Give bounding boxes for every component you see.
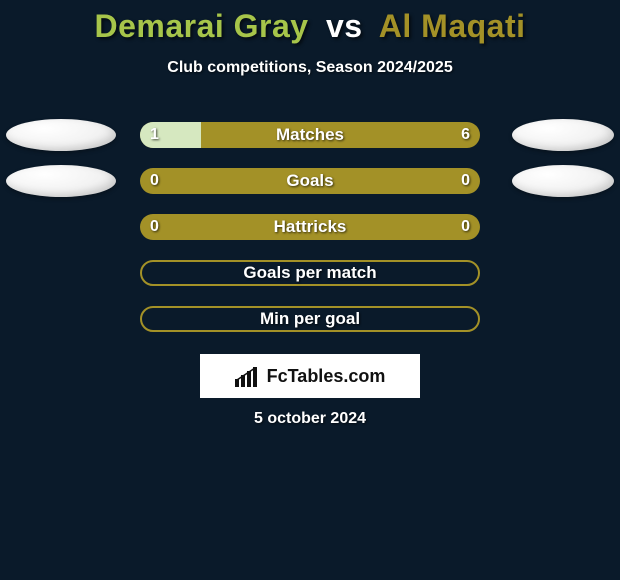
metric-label: Goals — [0, 168, 620, 194]
bars-icon — [235, 365, 261, 387]
stat-row: 16Matches — [0, 122, 620, 148]
vs-label: vs — [326, 8, 363, 44]
stat-row: Min per goal — [0, 306, 620, 332]
stat-row: 00Goals — [0, 168, 620, 194]
stat-rows: 16Matches 00Goals 00Hattricks Goals per mat… — [0, 122, 620, 352]
page-title: Demarai Gray vs Al Maqati — [0, 0, 620, 45]
brand-text: FcTables.com — [267, 366, 386, 387]
player2-name: Al Maqati — [379, 8, 526, 44]
comparison-infographic: Demarai Gray vs Al Maqati Club competiti… — [0, 0, 620, 580]
metric-label: Hattricks — [0, 214, 620, 240]
metric-label: Min per goal — [0, 306, 620, 332]
player1-name: Demarai Gray — [94, 8, 308, 44]
stat-row: Goals per match — [0, 260, 620, 286]
brand-badge: FcTables.com — [200, 354, 420, 398]
subtitle: Club competitions, Season 2024/2025 — [0, 59, 620, 77]
metric-label: Goals per match — [0, 260, 620, 286]
snapshot-date: 5 october 2024 — [0, 410, 620, 428]
metric-label: Matches — [0, 122, 620, 148]
stat-row: 00Hattricks — [0, 214, 620, 240]
